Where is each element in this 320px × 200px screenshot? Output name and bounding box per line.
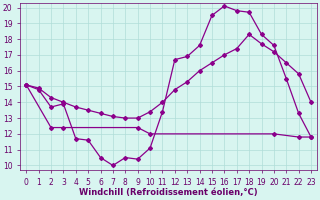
X-axis label: Windchill (Refroidissement éolien,°C): Windchill (Refroidissement éolien,°C): [79, 188, 258, 197]
